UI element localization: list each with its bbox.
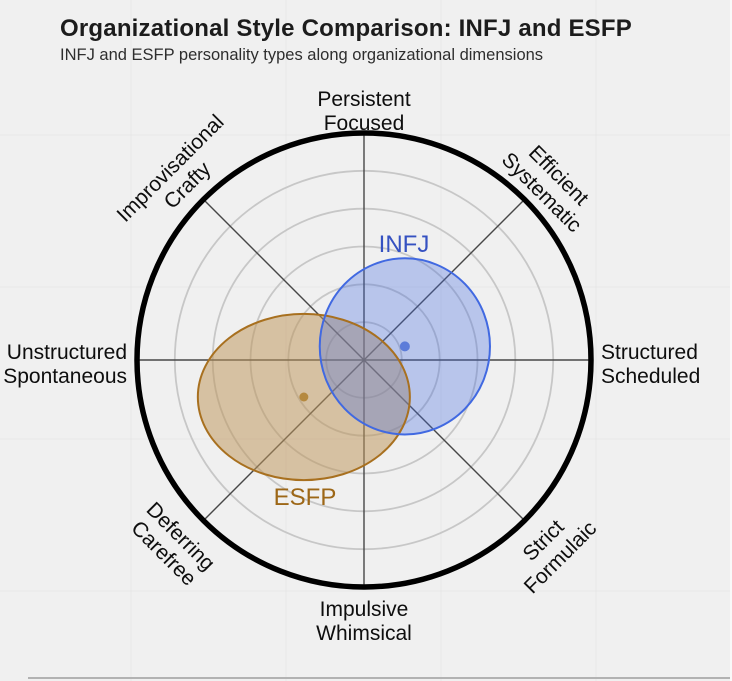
axis-label-right-line1: Structured [601,341,698,364]
infj-label: INFJ [379,231,430,258]
outer-ring [134,130,594,590]
axis-label-left-line2: Spontaneous [3,365,127,388]
axis-label-bottom-left: Deferring Carefree [126,498,219,591]
axis-label-bottom-right: Strict Formulaic [519,515,602,598]
chart-title: Organizational Style Comparison: INFJ an… [60,15,632,42]
axis-label-top-line2: Focused [324,112,405,135]
infj-ellipse-border [318,257,491,436]
infj-center-dot[interactable] [399,341,410,352]
axis-label-right-line2: Scheduled [601,365,700,388]
chart-subtitle: INFJ and ESFP personality types along or… [60,46,544,64]
right-edge-strip [730,0,732,681]
axis-label-top-right: Efficient Systematic [497,141,593,237]
esfp-ellipse-border [196,312,411,482]
esfp-center-dot[interactable] [299,392,309,402]
esfp-label: ESFP [274,484,337,511]
axis-label-top-line1: Persistent [317,88,411,111]
axis-label-left-line1: Unstructured [7,341,127,364]
axis-label-bottom-line2: Whimsical [316,622,412,645]
axis-label-bottom-line1: Impulsive [320,598,409,621]
